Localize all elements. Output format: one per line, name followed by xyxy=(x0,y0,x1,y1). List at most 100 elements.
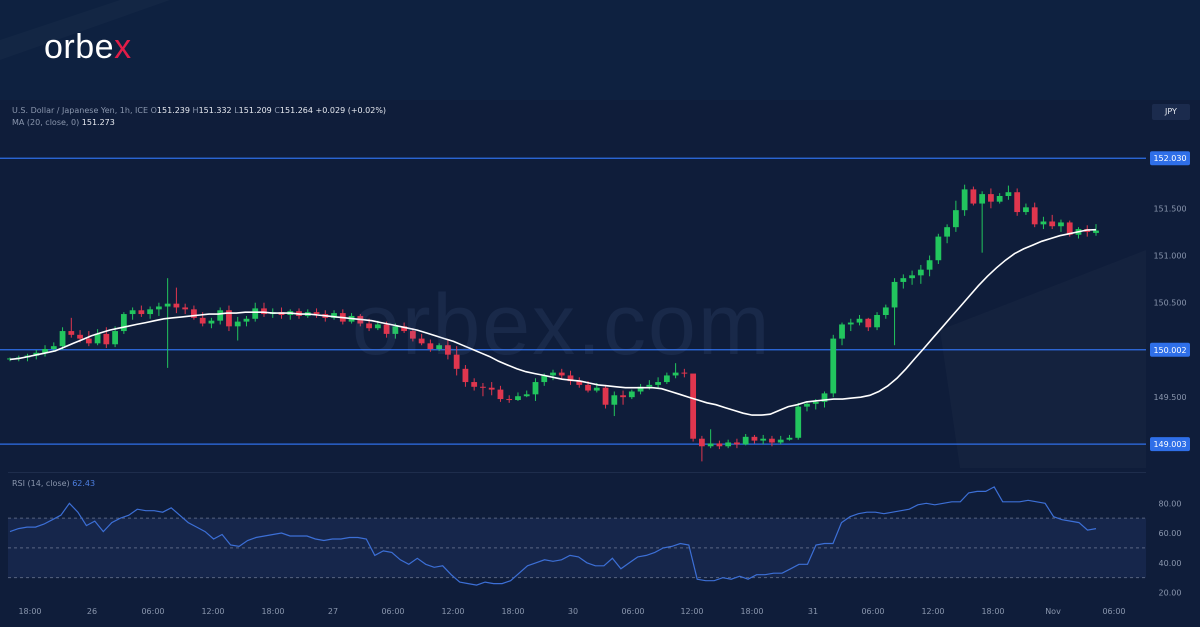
level-label-1: 150.002 xyxy=(1153,346,1186,355)
candle xyxy=(558,368,565,380)
candle xyxy=(94,329,101,346)
candle-body xyxy=(751,436,758,441)
candle xyxy=(996,193,1003,204)
legend-high: 151.332 xyxy=(198,106,232,115)
candle xyxy=(698,435,705,462)
candle-body xyxy=(996,196,1003,202)
rsi-y-tick-label: 40.00 xyxy=(1159,559,1182,568)
candle-body xyxy=(637,386,644,392)
candle xyxy=(331,310,337,320)
candle-body xyxy=(567,375,574,382)
candle-body xyxy=(532,382,539,395)
legend-h-label: H xyxy=(192,106,199,115)
chart-panel[interactable] xyxy=(0,100,1200,627)
x-tick-label: 27 xyxy=(328,607,338,616)
candle-body xyxy=(628,391,635,398)
candle-body xyxy=(383,324,390,334)
legend-symbol: U.S. Dollar / Japanese Yen, 1h, ICE xyxy=(12,106,149,115)
candle-body xyxy=(891,281,898,308)
candle-body xyxy=(164,303,171,307)
candle-body xyxy=(497,389,504,400)
legend-ma-label: MA (20, close, 0) xyxy=(12,118,80,127)
candle-body xyxy=(734,442,740,445)
candle-body xyxy=(988,194,994,202)
candle-body xyxy=(313,312,320,315)
x-axis: 18:00 26 06:00 12:00 18:00 27 06:00 12:00 18:00 3… xyxy=(18,607,1125,616)
candle-body xyxy=(935,236,942,261)
candle-body xyxy=(909,275,915,279)
legend-row-ma: MA (20, close, 0) 151.273 xyxy=(12,118,115,127)
candle xyxy=(602,384,609,409)
candle-body xyxy=(550,372,556,376)
candle-body xyxy=(698,438,705,447)
candle-body xyxy=(812,401,819,404)
candle-body xyxy=(576,381,583,385)
candle xyxy=(59,327,66,350)
candle-body xyxy=(541,375,548,383)
legend-low: 151.209 xyxy=(238,106,272,115)
candle-body xyxy=(716,443,723,447)
candle-body xyxy=(1005,192,1012,196)
candle-body xyxy=(1058,222,1064,227)
candle xyxy=(751,434,758,444)
x-tick-label: 26 xyxy=(87,607,97,616)
candle xyxy=(497,385,504,402)
candle xyxy=(926,255,933,277)
candle xyxy=(725,439,732,449)
candle-body xyxy=(182,307,189,310)
candle-body xyxy=(847,322,854,325)
candle xyxy=(628,389,635,400)
x-tick-label: 12:00 xyxy=(680,607,703,616)
candle xyxy=(988,188,994,209)
candle-body xyxy=(471,382,478,387)
candle-body xyxy=(94,333,101,344)
x-tick-label: 18:00 xyxy=(740,607,763,616)
candle-body xyxy=(1023,207,1029,213)
candle-body xyxy=(261,308,267,315)
candle-body xyxy=(208,320,215,324)
candle xyxy=(436,343,443,351)
candle-body xyxy=(585,384,591,391)
x-tick-label: 12:00 xyxy=(921,607,944,616)
candle-body xyxy=(663,375,670,383)
candle-body xyxy=(1049,221,1056,227)
legend-l-label: L xyxy=(234,106,239,115)
candle xyxy=(611,391,618,417)
candle xyxy=(760,434,767,445)
candles xyxy=(7,184,1099,462)
candle xyxy=(900,274,907,289)
candle xyxy=(891,278,898,346)
candle xyxy=(672,363,679,379)
candle xyxy=(471,378,478,391)
candle-body xyxy=(672,372,679,376)
logo-main-text: orbe xyxy=(44,28,115,66)
currency-label[interactable]: JPY xyxy=(1152,104,1190,120)
candle xyxy=(681,368,688,378)
candle xyxy=(655,377,661,388)
y-tick-label: 149.500 xyxy=(1153,393,1186,402)
candle-body xyxy=(1031,207,1038,225)
x-tick-label: 31 xyxy=(808,607,818,616)
candle xyxy=(663,372,670,384)
candle xyxy=(847,318,854,332)
candle xyxy=(707,429,714,449)
candle xyxy=(445,339,451,360)
candle xyxy=(85,331,92,347)
candle-body xyxy=(42,349,48,353)
level-label-bg-1 xyxy=(1150,342,1190,357)
candle xyxy=(234,316,241,341)
candle-body xyxy=(1040,221,1047,225)
candle-body xyxy=(226,310,232,327)
legend-o-label: O xyxy=(150,106,157,115)
candle-body xyxy=(120,314,127,332)
candle xyxy=(567,370,574,385)
candle-body xyxy=(155,306,162,310)
level-label-2: 149.003 xyxy=(1153,440,1186,449)
candle-body xyxy=(777,439,784,443)
candle-body xyxy=(681,372,688,374)
candle-body xyxy=(786,437,793,440)
candle-body xyxy=(856,318,863,323)
candle xyxy=(777,435,784,445)
candle-body xyxy=(593,387,600,391)
